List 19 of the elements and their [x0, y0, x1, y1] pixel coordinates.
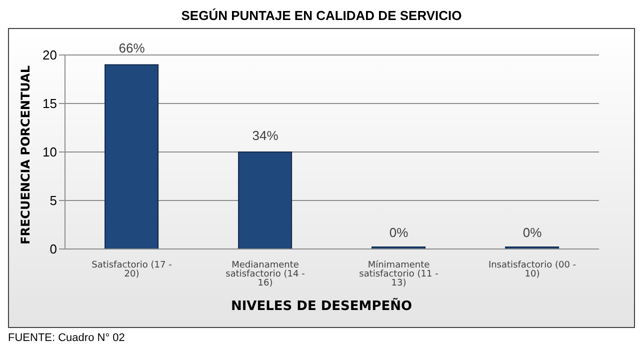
chart-title: SEGÚN PUNTAJE EN CALIDAD DE SERVICIO — [180, 8, 463, 25]
x-tick-label: Medianamente satisfactorio (14 - 16) — [226, 260, 305, 288]
annotation: 0% — [522, 225, 542, 240]
annotation: 34% — [252, 128, 279, 143]
bar — [104, 64, 159, 249]
annotation: 66% — [118, 40, 146, 56]
y-tick-label: 20 — [42, 48, 57, 63]
y-tick-label: 0 — [50, 242, 57, 257]
x-tick-label: Mínimamente satisfactorio (11 - 13) — [359, 259, 438, 288]
x-tick-label: Satisfactorio (17 - 20) — [92, 260, 172, 280]
source-note: FUENTE: Cuadro N° 02 — [8, 332, 126, 344]
y-tick-label: 10 — [42, 144, 57, 160]
y-tick-label: 15 — [42, 96, 57, 112]
x-tick-label: Insatisfactorio (00 - 10) — [488, 260, 576, 280]
bar — [238, 152, 292, 249]
x-axis-title: NIVELES DE DESEMPEÑO — [230, 299, 414, 314]
y-tick-label: 5 — [50, 193, 57, 208]
annotation: 0% — [389, 225, 409, 240]
y-axis-title: FRECUENCIA PORCENTUAL — [18, 66, 32, 244]
